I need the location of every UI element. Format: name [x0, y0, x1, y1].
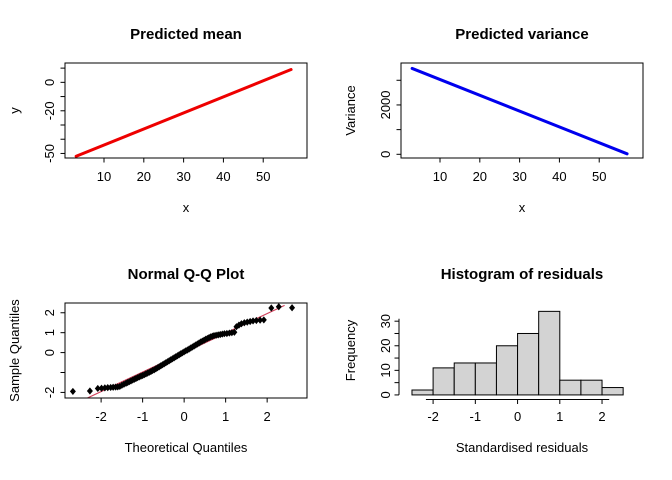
histogram-bar: [474, 362, 497, 396]
x-tick-label: 30: [512, 169, 526, 184]
x-tick-label: 0: [514, 409, 521, 424]
qq-point: [275, 303, 282, 311]
plot-box: [400, 62, 644, 159]
chart-title: Predicted mean: [130, 26, 242, 43]
predicted-variance-chart: Predicted variance x Variance 10 20 30 40 50 0 20…: [343, 26, 644, 215]
qq-point: [101, 384, 108, 392]
x-tick-label: 10: [97, 169, 111, 184]
series-line: [74, 68, 293, 158]
y-axis-title: y: [7, 107, 22, 114]
y-tick-label: 30: [378, 314, 393, 328]
x-tick-label: 20: [473, 169, 487, 184]
panel-predicted-mean: Predicted mean x y 10 20 30 40 50 0 -20 -50: [0, 0, 336, 240]
chart-title: Normal Q-Q Plot: [128, 266, 245, 283]
histogram-bar: [580, 379, 603, 396]
histogram-bar: [601, 387, 624, 396]
x-axis-title: Theoretical Quantiles: [125, 440, 248, 455]
qq-point: [94, 384, 101, 393]
histogram-bars: [411, 310, 624, 396]
y-axis: [396, 79, 401, 155]
panel-predicted-variance: Predicted variance x Variance 10 20 30 40 50 0 20…: [336, 0, 672, 240]
y-tick-label: 1: [42, 329, 57, 336]
x-tick-label: -2: [95, 409, 107, 424]
chart-title: Histogram of residuals: [441, 266, 604, 283]
histogram-bar: [495, 345, 519, 396]
y-tick-label: 0: [378, 151, 393, 158]
y-tick-label: 2: [42, 309, 57, 316]
x-tick-label: 2: [598, 409, 605, 424]
histogram-bar: [559, 379, 582, 396]
qq-point: [86, 387, 93, 395]
x-tick-label: 40: [552, 169, 566, 184]
x-axis: [103, 158, 264, 163]
predicted-mean-chart: Predicted mean x y 10 20 30 40 50 0 -20 -50: [7, 26, 308, 215]
x-tick-label: 0: [181, 409, 188, 424]
series-line: [410, 66, 629, 156]
y-tick-label: -2: [42, 387, 57, 399]
y-axis-title: Sample Quantiles: [7, 299, 22, 402]
x-axis-title: x: [519, 200, 526, 215]
qq-point: [268, 304, 275, 312]
y-tick-label: 0: [42, 349, 57, 356]
x-axis-title: Standardised residuals: [456, 440, 589, 455]
histogram-bar: [517, 332, 540, 396]
x-tick-label: -2: [427, 409, 439, 424]
histogram-bar: [453, 362, 476, 396]
y-axis-title: Variance: [343, 85, 358, 135]
x-axis: [439, 158, 600, 163]
x-tick-label: 50: [592, 169, 606, 184]
normal-qq-plot-chart: Normal Q-Q Plot Theoretical Quantiles Samp…: [7, 266, 308, 455]
x-axis-title: x: [183, 200, 190, 215]
x-tick-label: 2: [264, 409, 271, 424]
histogram-bar: [432, 367, 455, 396]
plot-box: [64, 62, 308, 159]
x-axis: [425, 399, 610, 404]
qq-point: [250, 317, 257, 325]
qq-point: [260, 316, 267, 324]
x-tick-label: 40: [216, 169, 230, 184]
x-tick-label: 30: [176, 169, 190, 184]
histogram-bar: [411, 389, 434, 396]
y-tick-label: 2000: [378, 90, 393, 119]
qq-point: [231, 328, 238, 336]
x-tick-label: 10: [433, 169, 447, 184]
qq-point: [104, 384, 111, 392]
y-tick-label: 20: [378, 339, 393, 353]
y-axis: [60, 312, 65, 393]
y-axis: [60, 67, 65, 154]
x-tick-label: 1: [222, 409, 229, 424]
y-tick-label: -50: [42, 144, 57, 163]
y-axis: [394, 318, 400, 396]
y-tick-label: -20: [42, 101, 57, 120]
histogram-bar: [538, 310, 561, 396]
qq-point: [241, 319, 248, 327]
panel-normal-qq-plot: Normal Q-Q Plot Theoretical Quantiles Samp…: [0, 240, 336, 480]
chart-title: Predicted variance: [455, 26, 588, 43]
x-tick-label: 20: [137, 169, 151, 184]
panel-histogram-of-residuals: Histogram of residuals Standardised resid…: [336, 240, 672, 480]
x-tick-label: -1: [470, 409, 482, 424]
x-tick-label: 50: [256, 169, 270, 184]
y-tick-label: 0: [378, 391, 393, 398]
y-tick-label: 0: [42, 79, 57, 86]
y-axis-title: Frequency: [343, 319, 358, 381]
qq-point: [289, 304, 296, 312]
qq-point: [69, 387, 76, 396]
x-tick-label: -1: [137, 409, 149, 424]
x-tick-label: 1: [556, 409, 563, 424]
histogram-of-residuals-chart: Histogram of residuals Standardised resid…: [343, 266, 624, 455]
x-axis: [100, 398, 268, 403]
plot-box: [64, 302, 308, 399]
y-tick-label: 10: [378, 363, 393, 377]
